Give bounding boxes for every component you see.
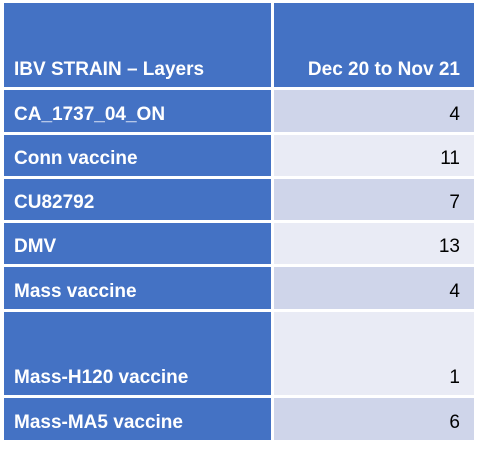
table-row: DMV 13	[4, 223, 474, 267]
row-strain: CA_1737_04_ON	[4, 90, 274, 132]
table-row: CA_1737_04_ON 4	[4, 90, 474, 135]
row-count: 6	[274, 398, 474, 440]
header-strain: IBV STRAIN – Layers	[4, 3, 274, 87]
row-strain: Mass vaccine	[4, 267, 274, 309]
row-count: 11	[274, 135, 474, 176]
header-period: Dec 20 to Nov 21	[274, 3, 474, 87]
table-row: Mass-MA5 vaccine 6	[4, 398, 474, 440]
row-strain: Mass-MA5 vaccine	[4, 398, 274, 440]
row-count: 4	[274, 90, 474, 132]
table-row: CU82792 7	[4, 179, 474, 223]
row-count: 13	[274, 223, 474, 264]
table-row: Mass vaccine 4	[4, 267, 474, 312]
table-row: Mass-H120 vaccine 1	[4, 312, 474, 398]
row-strain: Conn vaccine	[4, 135, 274, 176]
row-strain: Mass-H120 vaccine	[4, 312, 274, 395]
ibv-strain-table: IBV STRAIN – Layers Dec 20 to Nov 21 CA_…	[4, 3, 474, 440]
table-row: Conn vaccine 11	[4, 135, 474, 179]
row-count: 7	[274, 179, 474, 220]
row-strain: CU82792	[4, 179, 274, 220]
table-header-row: IBV STRAIN – Layers Dec 20 to Nov 21	[4, 3, 474, 90]
row-count: 4	[274, 267, 474, 309]
row-count: 1	[274, 312, 474, 395]
row-strain: DMV	[4, 223, 274, 264]
